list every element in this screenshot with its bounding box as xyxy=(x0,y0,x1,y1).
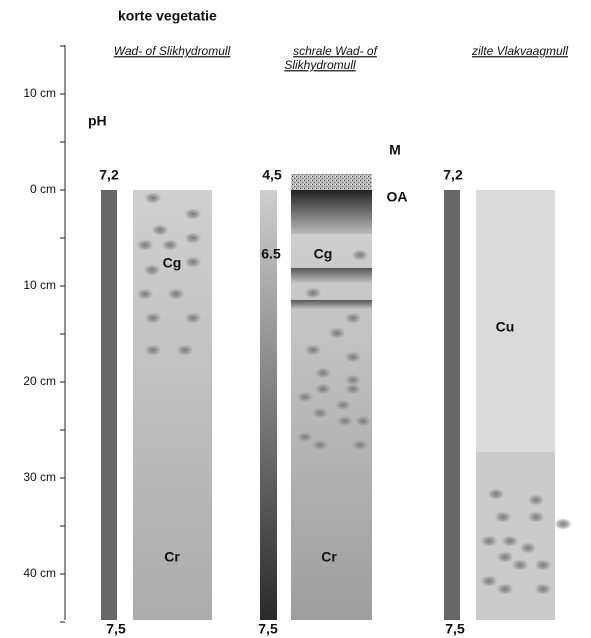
horizon-label: Cu xyxy=(496,319,515,335)
ph-value: 7,2 xyxy=(443,167,463,183)
profile-title: Slikhydromull xyxy=(284,58,356,72)
mottle xyxy=(480,535,498,547)
mottle xyxy=(314,367,332,379)
mottle xyxy=(296,391,314,403)
mottle xyxy=(496,551,514,563)
title: korte vegetatie xyxy=(118,8,217,24)
mottle xyxy=(511,559,529,571)
mottle xyxy=(494,511,512,523)
ph-value: 7,5 xyxy=(258,621,278,637)
band xyxy=(291,268,372,284)
mottle xyxy=(519,542,537,554)
mottle xyxy=(167,288,185,300)
horizon-label: Cr xyxy=(321,549,337,565)
depth-label: 10 cm xyxy=(23,278,56,292)
depth-label: 20 cm xyxy=(23,374,56,388)
mottle xyxy=(314,383,332,395)
mottle xyxy=(487,488,505,500)
mottle xyxy=(184,256,202,268)
oa-layer xyxy=(291,190,372,234)
depth-axis: 10 cm 0 cm 10 cm 20 cm 30 cm 40 cm xyxy=(23,45,66,623)
mottle xyxy=(304,344,322,356)
ph-value: 4,5 xyxy=(262,167,282,183)
mottle xyxy=(344,312,362,324)
band xyxy=(291,300,372,310)
ph-value: 7,5 xyxy=(106,621,126,637)
mottle xyxy=(144,192,162,204)
ph-bar xyxy=(260,190,277,620)
ph-value: 6.5 xyxy=(261,246,281,262)
horizon-label: OA xyxy=(387,189,408,205)
mottle xyxy=(151,224,169,236)
mottle xyxy=(554,518,572,530)
mottles xyxy=(296,249,372,451)
horizon-label: Cg xyxy=(314,246,333,262)
mottle xyxy=(351,439,369,451)
mottle xyxy=(534,559,552,571)
mottle xyxy=(304,287,322,299)
mottle xyxy=(184,208,202,220)
horizon-label: Cg xyxy=(163,255,182,271)
mottle xyxy=(136,288,154,300)
mottle xyxy=(184,312,202,324)
ph-bar xyxy=(444,190,460,620)
mottle xyxy=(328,327,346,339)
mottle xyxy=(176,344,194,356)
mottle xyxy=(496,583,514,595)
depth-label: 10 cm xyxy=(23,86,56,100)
mottle xyxy=(334,399,352,411)
profile-title: schrale Wad- of xyxy=(293,44,378,58)
mottle xyxy=(501,535,519,547)
mottle xyxy=(534,583,552,595)
mottles xyxy=(136,192,202,356)
mottle xyxy=(344,383,362,395)
mottle xyxy=(480,575,498,587)
depth-label: 40 cm xyxy=(23,566,56,580)
profile-title: zilte Vlakvaagmull xyxy=(471,44,568,58)
soil-column xyxy=(476,190,555,452)
mottle xyxy=(161,239,179,251)
mottles xyxy=(480,488,572,595)
mottle xyxy=(311,407,329,419)
mottle xyxy=(344,374,362,386)
mottle xyxy=(351,249,369,261)
ph-label: pH xyxy=(88,113,107,129)
mottle xyxy=(336,415,354,427)
mottle xyxy=(527,511,545,523)
mottle xyxy=(184,232,202,244)
mottle xyxy=(143,264,161,276)
mottle xyxy=(296,431,314,443)
depth-label: 0 cm xyxy=(30,182,56,196)
depth-label: 30 cm xyxy=(23,470,56,484)
ph-value: 7,5 xyxy=(445,621,465,637)
mottle xyxy=(144,344,162,356)
horizon-label: M xyxy=(389,142,401,158)
ph-bar xyxy=(101,190,117,620)
mottle xyxy=(136,239,154,251)
mottle xyxy=(354,415,372,427)
mottle xyxy=(527,494,545,506)
mottle xyxy=(344,351,362,363)
profile-title: Wad- of Slikhydromull xyxy=(114,44,231,58)
ph-value: 7,2 xyxy=(99,167,119,183)
horizon-label: Cr xyxy=(164,549,180,565)
m-layer xyxy=(291,174,372,190)
mottle xyxy=(144,312,162,324)
mottle xyxy=(311,439,329,451)
